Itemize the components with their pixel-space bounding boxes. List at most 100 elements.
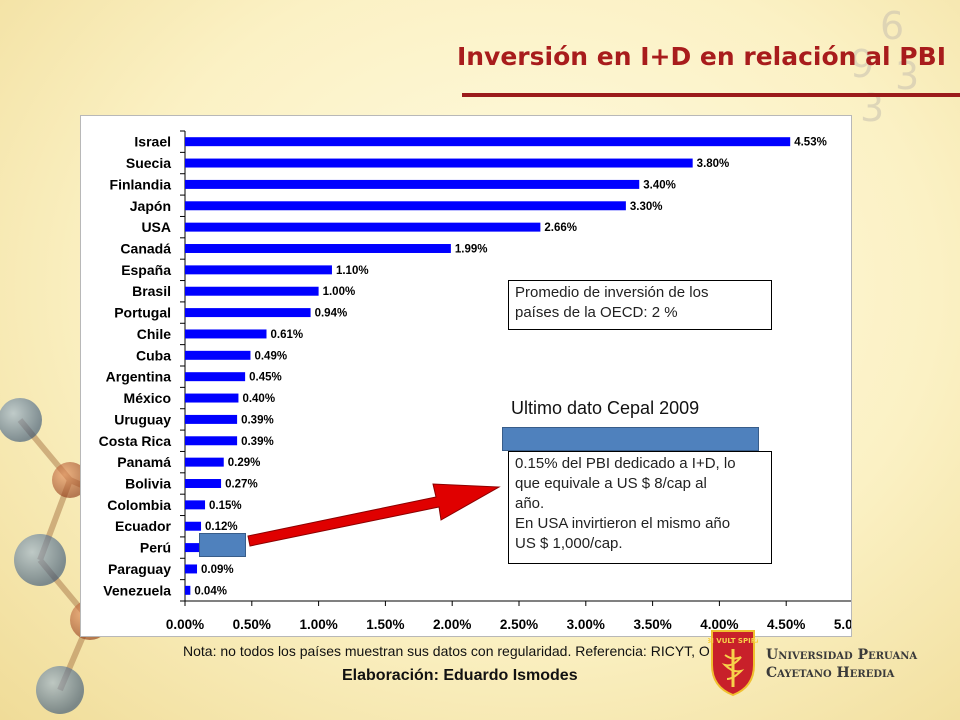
svg-text:9: 9	[850, 42, 874, 86]
cepal-label: Ultimo dato Cepal 2009	[511, 398, 700, 418]
data-label: 0.40%	[242, 393, 275, 405]
bar	[185, 521, 202, 531]
category-label: Venezuela	[103, 582, 171, 598]
category-label: Japón	[130, 198, 171, 214]
data-label: 3.40%	[643, 179, 676, 191]
category-label: Canadá	[120, 241, 171, 257]
category-label: Suecia	[126, 155, 171, 171]
category-label: Paraguay	[108, 561, 171, 577]
x-tick-label: 1.00%	[299, 617, 337, 632]
data-label: 1.99%	[455, 244, 488, 256]
bar	[185, 436, 238, 446]
university-name-line: Cayetano Heredia	[766, 665, 895, 681]
data-label: 0.39%	[241, 414, 274, 426]
category-label: Israel	[134, 134, 171, 150]
bar	[185, 308, 311, 318]
page-title: Inversión en I+D en relación al PBI	[456, 42, 946, 71]
bar	[185, 244, 451, 253]
x-tick-label: 4.00%	[700, 617, 738, 632]
university-name: Universidad Peruana Cayetano Heredia	[766, 646, 917, 682]
peru-highlight-box	[199, 533, 246, 557]
category-label: Uruguay	[114, 411, 171, 427]
peru-note-line: que equivale a US $ 8/cap al	[515, 475, 707, 492]
data-label: 0.27%	[225, 479, 258, 491]
data-label: 4.53%	[794, 137, 827, 149]
category-label: Panamá	[117, 454, 171, 470]
x-tick-label: 2.50%	[500, 617, 538, 632]
bar	[185, 393, 239, 403]
bar	[185, 179, 640, 189]
x-tick-label: 5.00%	[834, 617, 851, 632]
svg-text:6: 6	[880, 5, 904, 48]
credit-line: Elaboración: Eduardo Ismodes	[342, 667, 578, 684]
bar	[185, 286, 319, 296]
bar	[185, 201, 626, 211]
data-label: 0.29%	[228, 457, 261, 469]
category-label: Cuba	[136, 347, 171, 363]
data-label: 1.10%	[336, 265, 369, 277]
bar	[185, 222, 541, 232]
bar	[185, 329, 267, 339]
data-label: 0.49%	[254, 350, 287, 362]
oecd-average-note: Promedio de inversión de los países de l…	[508, 280, 772, 330]
university-name-line: Universidad Peruana	[766, 647, 918, 663]
oecd-note-line: países de la OECD: 2 %	[515, 304, 678, 321]
x-tick-label: 0.00%	[166, 617, 204, 632]
data-label: 3.80%	[697, 158, 730, 170]
digits-decoration: 69 33	[850, 5, 919, 125]
category-label: Brasil	[132, 283, 171, 299]
peru-note-line: En USA invirtieron el mismo año	[515, 515, 731, 532]
category-label: Finlandia	[110, 176, 172, 192]
x-tick-label: 1.50%	[366, 617, 404, 632]
data-label: 0.39%	[241, 436, 274, 448]
peru-detail-note: 0.15% del PBI dedicado a I+D, lo que equ…	[508, 451, 772, 564]
data-label: 0.94%	[315, 308, 348, 320]
category-label: Colombia	[107, 497, 171, 513]
bar	[185, 479, 222, 488]
category-label: Bolivia	[125, 476, 171, 492]
peru-note-line: año.	[515, 495, 545, 512]
title-divider	[462, 93, 960, 97]
data-label: 0.12%	[205, 521, 238, 533]
category-label: Chile	[137, 326, 171, 342]
university-crest: UBI VULT SPIRAT	[708, 630, 758, 697]
bar	[185, 158, 693, 168]
svg-text:3: 3	[860, 86, 884, 125]
bar-chart: Israel 4.53% Suecia 3.80% Finlandia 3.40% Japó…	[99, 130, 851, 632]
oecd-note-line: Promedio de inversión de los	[515, 284, 709, 301]
data-label: 2.66%	[544, 222, 577, 234]
category-label: Costa Rica	[99, 433, 172, 449]
data-label: 3.30%	[630, 201, 663, 213]
category-label: Portugal	[114, 305, 171, 321]
bar	[185, 500, 206, 510]
peru-note-line: US $ 1,000/cap.	[515, 535, 623, 552]
category-label: Ecuador	[115, 518, 172, 534]
data-label: 0.45%	[249, 372, 282, 384]
data-label: 0.04%	[194, 585, 227, 597]
peru-note-line: 0.15% del PBI dedicado a I+D, lo	[515, 455, 736, 472]
bar	[185, 372, 246, 382]
category-label: Argentina	[106, 369, 172, 385]
bar	[185, 414, 238, 424]
bar	[185, 265, 332, 275]
footnote: Nota: no todos los países muestran sus d…	[183, 643, 740, 659]
bar	[185, 350, 251, 360]
data-label: 1.00%	[323, 286, 356, 298]
x-tick-label: 3.50%	[633, 617, 671, 632]
data-label: 0.61%	[270, 329, 303, 341]
x-tick-label: 3.00%	[567, 617, 605, 632]
crest-motto: UBI VULT SPIRAT	[708, 637, 758, 645]
x-tick-label: 0.50%	[233, 617, 271, 632]
data-label: 0.09%	[201, 564, 234, 576]
bar	[185, 137, 791, 147]
category-label: Perú	[140, 540, 171, 556]
svg-text:3: 3	[895, 54, 919, 98]
bar	[185, 564, 198, 574]
bar	[185, 585, 191, 595]
data-label: 0.15%	[209, 500, 242, 512]
category-label: USA	[141, 219, 171, 235]
category-label: España	[121, 262, 171, 278]
category-label: México	[124, 390, 171, 406]
cepal-highlight-bar	[502, 427, 759, 451]
x-tick-label: 4.50%	[767, 617, 805, 632]
